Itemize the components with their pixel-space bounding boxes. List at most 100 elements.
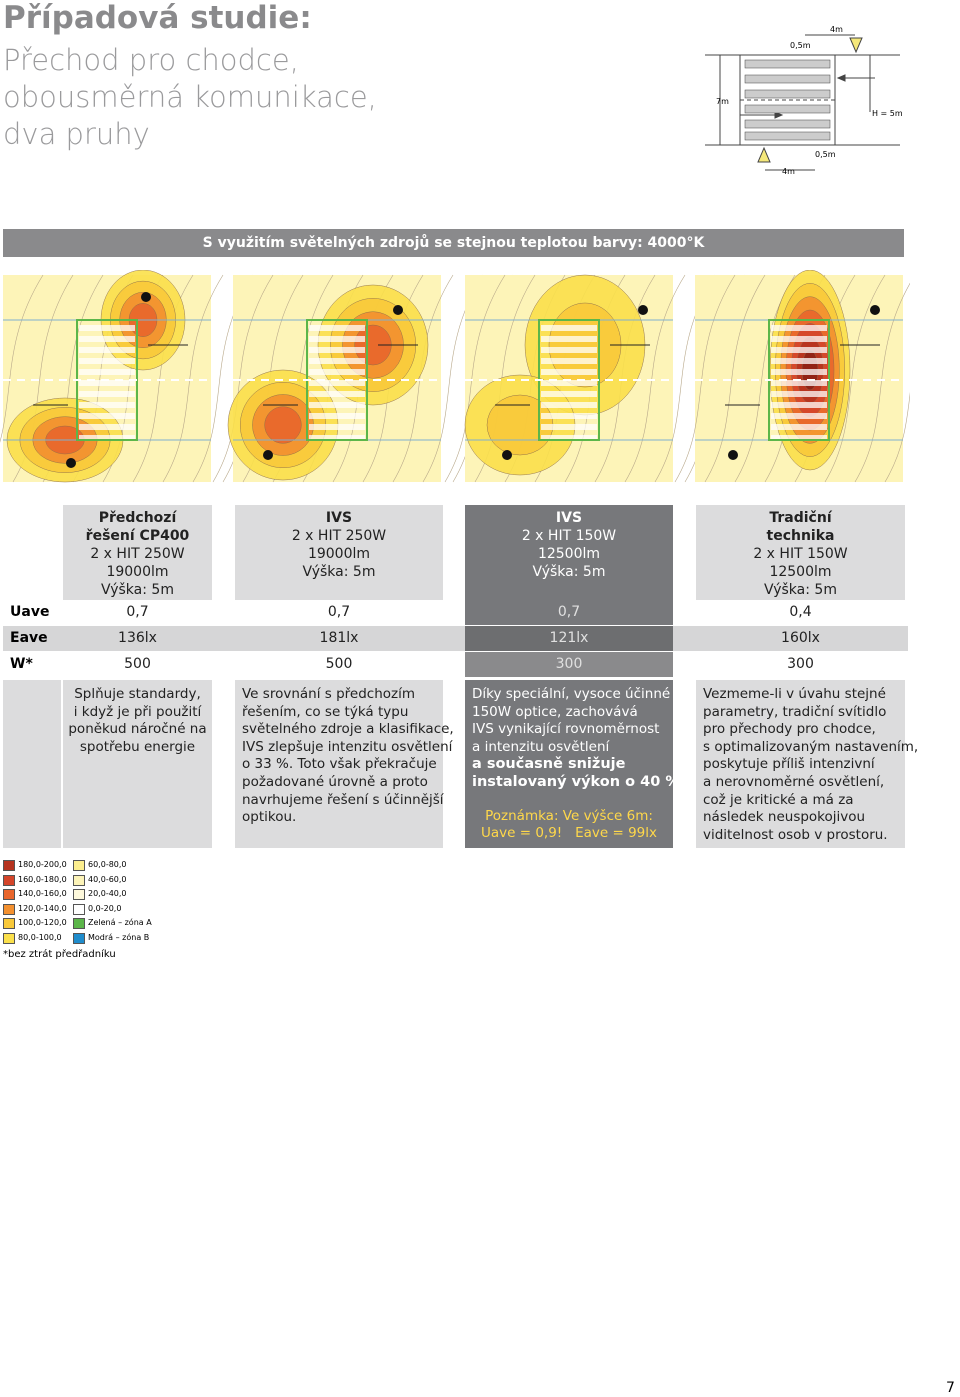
description-cell: Vezmeme-li v úvahu stejné parametry, trad… (696, 680, 918, 848)
crosswalk-stripe (541, 347, 597, 353)
note-line: Poznámka: Ve výšce 6m: (485, 807, 653, 824)
contour (704, 274, 766, 483)
description-line: Ve srovnání s předchozím (242, 686, 415, 702)
value-cell: 300 (465, 652, 673, 677)
diagram-label: H = 5m (872, 109, 903, 118)
header-name: IVS (325, 510, 353, 526)
legend-label: 80,0-100,0 (18, 933, 62, 942)
crosswalk-stripe (541, 358, 597, 364)
isolux-panels (0, 270, 910, 483)
description-bold: a současně snižuje (472, 756, 626, 773)
header-spec: 19000lm (106, 564, 169, 580)
crosswalk-stripe (79, 435, 135, 441)
crosswalk-stripe (541, 413, 597, 419)
value-cell: 500 (63, 652, 212, 677)
crosswalk-stripe (309, 413, 365, 419)
crosswalk-stripe (309, 435, 365, 441)
legend-label: 20,0-40,0 (88, 889, 127, 899)
value-cell: 160lx (696, 626, 905, 651)
banner: S využitím světelných zdrojů se stejnou … (3, 229, 904, 257)
header-spec: 2 x HIT 150W (521, 528, 617, 544)
description-line: Vezmeme-li v úvahu stejné (703, 686, 886, 702)
crosswalk-stripe (541, 369, 597, 375)
legend-label: 160,0-180,0 (18, 874, 67, 884)
diagram-label: 0,5m (815, 150, 836, 159)
legend-label: Modrá – zóna B (88, 933, 150, 942)
crosswalk-stripe (541, 402, 597, 408)
crosswalk-stripe (309, 325, 365, 331)
lamp (66, 458, 76, 468)
contour (884, 391, 910, 483)
crosswalk-stripe (79, 413, 135, 419)
crosswalk-stripe (771, 424, 827, 430)
crosswalk-stripe (541, 435, 597, 441)
legend-swatch (3, 918, 15, 930)
row-label: W* (10, 656, 33, 672)
legend-label: 0,0-20,0 (88, 903, 122, 913)
description-line: což je kritické a má za (703, 791, 854, 808)
header-spec: Výška: 5m (101, 582, 174, 598)
legend-swatch (3, 903, 15, 915)
legend-swatch (73, 933, 85, 944)
road-diagram: 4m 0,5m 7m H = 5m 0,5m 4m (705, 25, 903, 176)
description-line: optikou. (242, 809, 297, 826)
contour (212, 274, 274, 483)
legend-swatch (3, 860, 15, 871)
description-line: Splňuje standardy, (74, 686, 201, 702)
value-cell: 181lx (235, 626, 443, 651)
crosswalk-stripe (309, 424, 365, 430)
crosswalk-stripe (771, 336, 827, 342)
description-line: o 33 %. Toto však překračuje (242, 756, 437, 773)
crosswalk-stripe (79, 380, 135, 386)
description-line: navrhujeme řešení s účinnější (242, 791, 444, 808)
legend: 180,0-200,0 160,0-180,0 140,0-160,0 120,0-1… (3, 860, 203, 970)
value-cell: 500 (235, 652, 443, 677)
value-cell: 121lx (465, 626, 673, 651)
diagram-label: 4m (830, 25, 843, 34)
legend-swatch (3, 933, 15, 944)
header-spec: 12500lm (769, 564, 832, 580)
crosswalk-stripe (309, 347, 365, 353)
crosswalk-stripe (771, 325, 827, 331)
crosswalk-stripe (309, 391, 365, 397)
crosswalk-stripe (771, 391, 827, 397)
lamp (141, 292, 151, 302)
value-cell: 0,4 (696, 600, 905, 625)
crosswalk-stripe (79, 402, 135, 408)
contour (392, 274, 454, 483)
crosswalk-stripe (541, 380, 597, 386)
title: Případová studie: (3, 0, 312, 36)
column-header: Předchozí řešení CP400 2 x HIT 250W 19000lm… (63, 505, 212, 600)
column-header: IVS 2 x HIT 250W 19000lm Výška: 5m (235, 505, 443, 600)
description-cell: Splňuje standardy, i když je při použití p… (63, 680, 212, 848)
crosswalk-stripe (541, 336, 597, 342)
value-cell: 0,7 (63, 600, 212, 625)
contour (674, 274, 736, 483)
legend-swatch (73, 860, 85, 871)
crosswalk-stripe (771, 413, 827, 419)
header-spec: Výška: 5m (764, 582, 837, 598)
description-bold: instalovaný výkon o 40 % (472, 773, 680, 790)
footnote: *bez ztrát předřadníku (3, 949, 116, 960)
value-cell: 300 (696, 652, 905, 677)
crosswalk-stripe (771, 347, 827, 353)
description-line: viditelnost osob v prostoru. (703, 826, 888, 843)
row-label: Eave (10, 630, 48, 646)
description-line: pro přechody pro chodce, (703, 721, 876, 738)
legend-swatch (73, 903, 85, 915)
description-line: řešením, co se týká typu (242, 703, 409, 720)
lamp (728, 450, 738, 460)
lamp (638, 305, 648, 315)
subtitle-line: Přechod pro chodce, (3, 43, 299, 77)
column-header: Tradiční technika 2 x HIT 150W 12500lm Výška… (696, 505, 905, 600)
header-spec: 2 x HIT 250W (90, 546, 185, 562)
value-cell: 0,7 (465, 600, 673, 625)
lamp (502, 450, 512, 460)
legend-swatch (3, 889, 15, 901)
crosswalk-stripe (771, 435, 827, 441)
crosswalk-stripe (79, 347, 135, 353)
crosswalk-stripe (79, 325, 135, 331)
description-line: Díky speciální, vysoce účinné (472, 686, 671, 702)
crosswalk-stripe (79, 358, 135, 364)
